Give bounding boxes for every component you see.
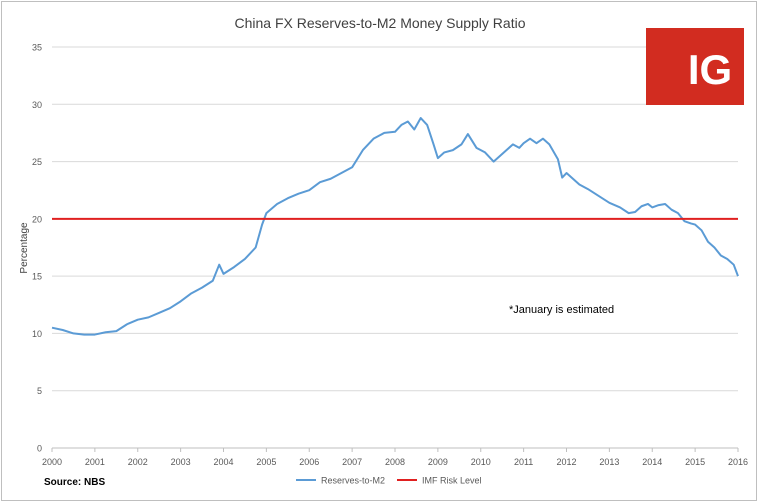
x-tick-label-2009: 2009 xyxy=(428,457,448,467)
x-tick-label-2000: 2000 xyxy=(42,457,62,467)
x-tick-label-2006: 2006 xyxy=(299,457,319,467)
legend: Reserves-to-M2 IMF Risk Level xyxy=(296,476,482,486)
y-tick-label-15: 15 xyxy=(32,272,42,282)
x-tick-label-2007: 2007 xyxy=(342,457,362,467)
x-tick-label-2015: 2015 xyxy=(685,457,705,467)
y-tick-label-5: 5 xyxy=(37,386,42,396)
axis-layer: 0 5 10 15 20 25 30 35 2000 2001 2002 2003 2004 2005 20… xyxy=(32,43,748,468)
x-tick-label-2013: 2013 xyxy=(599,457,619,467)
x-tick-label-2002: 2002 xyxy=(128,457,148,467)
logo-text: IG xyxy=(688,46,732,93)
x-tick-label-2012: 2012 xyxy=(556,457,576,467)
y-tick-label-10: 10 xyxy=(32,329,42,339)
y-tick-label-30: 30 xyxy=(32,100,42,110)
y-axis-label: Percentage xyxy=(19,222,30,274)
logo-background xyxy=(646,28,744,105)
x-tick-label-2014: 2014 xyxy=(642,457,662,467)
x-tick-label-2008: 2008 xyxy=(385,457,405,467)
annotation-text: *January is estimated xyxy=(509,304,614,316)
legend-label-imf-risk-level: IMF Risk Level xyxy=(422,476,482,486)
x-tick-label-2010: 2010 xyxy=(471,457,491,467)
x-tick-label-2001: 2001 xyxy=(85,457,105,467)
source-text: Source: NBS xyxy=(44,477,105,488)
x-tick-label-2016: 2016 xyxy=(728,457,748,467)
x-tick-label-2011: 2011 xyxy=(514,457,533,467)
x-tick-label-2004: 2004 xyxy=(213,457,233,467)
legend-label-reserves-to-m2: Reserves-to-M2 xyxy=(321,476,385,486)
ig-logo: IG xyxy=(646,28,744,105)
chart-title: China FX Reserves-to-M2 Money Supply Rat… xyxy=(234,15,525,31)
y-tick-label-0: 0 xyxy=(37,444,42,454)
y-tick-label-25: 25 xyxy=(32,157,42,167)
series-line-reserves-to-m2 xyxy=(51,117,739,336)
y-tick-label-35: 35 xyxy=(32,43,42,53)
x-tick-label-2003: 2003 xyxy=(171,457,191,467)
y-tick-label-20: 20 xyxy=(32,214,42,224)
series-layer xyxy=(51,117,739,336)
x-tick-label-2005: 2005 xyxy=(256,457,276,467)
